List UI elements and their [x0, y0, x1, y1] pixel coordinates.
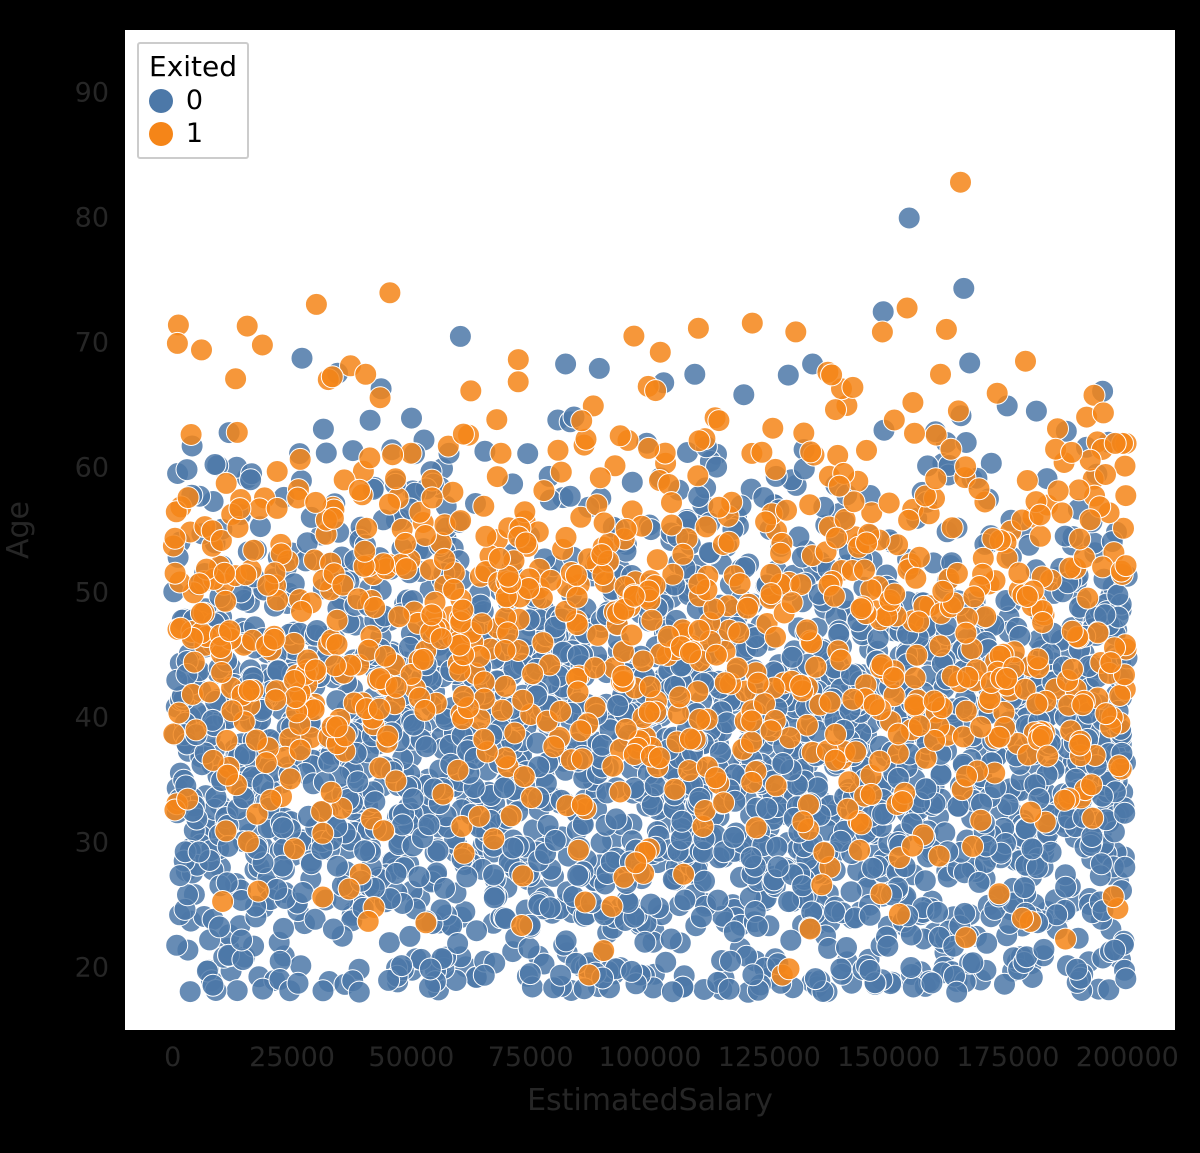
legend-items: 01	[149, 85, 237, 149]
x-tick	[1126, 1030, 1128, 1038]
x-tick	[291, 1030, 293, 1038]
legend-item: 1	[149, 118, 237, 149]
y-tick-label: 20	[69, 952, 109, 983]
y-tick	[117, 342, 125, 344]
legend-title: Exited	[149, 50, 237, 83]
x-tick	[768, 1030, 770, 1038]
top-spine	[123, 28, 1177, 30]
right-spine	[1175, 28, 1177, 1032]
x-tick-label: 175000	[956, 1042, 1059, 1073]
x-tick-label: 50000	[368, 1042, 454, 1073]
x-tick-label: 0	[164, 1042, 181, 1073]
legend-marker-icon	[149, 122, 173, 146]
x-tick	[172, 1030, 174, 1038]
y-axis-spine	[123, 28, 125, 1032]
y-tick-label: 90	[69, 77, 109, 108]
y-tick	[117, 967, 125, 969]
x-tick-label: 125000	[718, 1042, 821, 1073]
x-tick-label: 200000	[1076, 1042, 1179, 1073]
legend-item-label: 0	[185, 85, 203, 116]
x-tick-label: 150000	[837, 1042, 940, 1073]
plot-area	[125, 30, 1175, 1030]
figure-frame: 0 25000 50000 75000 100000 125000 150000 175000…	[0, 0, 1200, 1153]
y-tick-label: 30	[69, 827, 109, 858]
y-tick-label: 50	[69, 577, 109, 608]
y-tick	[117, 592, 125, 594]
x-tick-label: 25000	[249, 1042, 335, 1073]
y-tick	[117, 92, 125, 94]
legend-marker-icon	[149, 89, 173, 113]
y-tick-label: 40	[69, 702, 109, 733]
y-tick	[117, 467, 125, 469]
y-tick-label: 80	[69, 202, 109, 233]
legend-item-label: 1	[185, 118, 203, 149]
x-tick	[410, 1030, 412, 1038]
y-tick	[117, 842, 125, 844]
x-tick	[888, 1030, 890, 1038]
x-tick-label: 100000	[598, 1042, 701, 1073]
x-tick	[530, 1030, 532, 1038]
y-axis-label: Age	[1, 501, 36, 559]
y-tick	[117, 217, 125, 219]
y-tick	[117, 717, 125, 719]
x-tick-label: 75000	[488, 1042, 574, 1073]
legend-item: 0	[149, 85, 237, 116]
legend: Exited 01	[137, 42, 249, 159]
x-tick	[649, 1030, 651, 1038]
y-tick-label: 60	[69, 452, 109, 483]
y-tick-label: 70	[69, 327, 109, 358]
x-axis-label: EstimatedSalary	[125, 1083, 1175, 1118]
x-tick	[1007, 1030, 1009, 1038]
